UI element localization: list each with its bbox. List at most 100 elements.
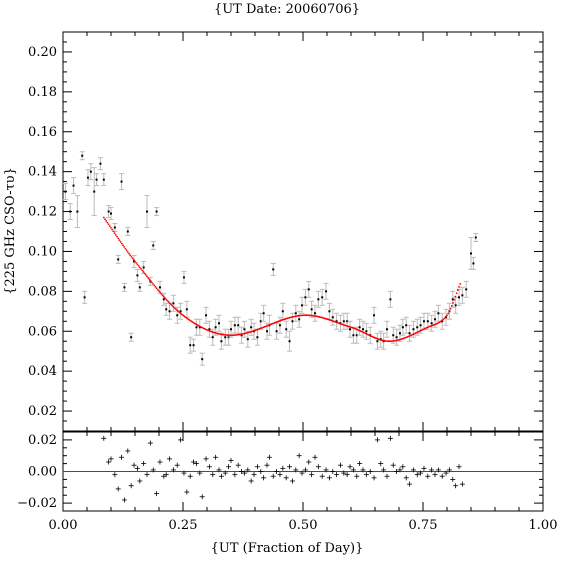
data-marker	[392, 334, 395, 337]
fit-dot	[174, 308, 177, 311]
residual-point	[108, 456, 114, 462]
fit-dot	[137, 264, 140, 267]
residual-point	[121, 497, 127, 503]
data-marker	[83, 296, 86, 299]
fit-dot	[125, 249, 128, 252]
data-point	[270, 262, 276, 276]
residual-point	[178, 437, 184, 443]
data-point	[206, 320, 212, 338]
data-marker	[214, 326, 217, 329]
data-point	[91, 167, 97, 217]
data-point	[235, 316, 241, 334]
fit-dot	[141, 269, 144, 272]
data-point	[82, 290, 88, 304]
fit-dot	[122, 244, 124, 247]
data-point	[199, 352, 205, 366]
residual-point	[323, 467, 329, 473]
data-point	[473, 232, 479, 242]
data-marker	[346, 320, 349, 323]
data-marker	[155, 210, 158, 213]
residual-point	[299, 470, 305, 476]
residual-point	[347, 464, 353, 470]
residual-point	[360, 467, 366, 473]
residual-point	[191, 459, 197, 465]
data-marker	[472, 262, 475, 265]
data-marker	[342, 320, 345, 323]
residual-point	[387, 435, 393, 441]
data-point	[357, 318, 363, 336]
data-marker	[211, 336, 214, 339]
residual-point	[235, 462, 241, 468]
data-point	[191, 338, 197, 352]
data-point	[360, 320, 366, 338]
data-point	[239, 326, 245, 344]
residual-point	[435, 467, 441, 473]
fit-dot	[130, 255, 133, 258]
residual-point	[306, 459, 312, 465]
data-point	[232, 316, 238, 334]
fit-dot	[131, 257, 134, 260]
data-point	[178, 302, 184, 320]
fit-dot	[448, 310, 451, 313]
residual-point	[283, 475, 289, 481]
residual-point	[319, 473, 325, 479]
data-marker	[294, 312, 297, 315]
residual-point	[357, 461, 363, 467]
fit-dot	[173, 307, 176, 309]
residual-y-tick-label: −0.02	[17, 496, 57, 511]
data-marker	[192, 344, 195, 347]
fit-dot	[166, 299, 169, 302]
residual-point	[210, 472, 216, 478]
residual-point	[254, 464, 260, 470]
data-marker	[93, 190, 96, 193]
data-marker	[291, 320, 294, 323]
data-marker	[474, 236, 477, 239]
data-marker	[434, 318, 436, 321]
residual-point	[222, 470, 228, 476]
data-point	[470, 256, 476, 270]
data-point	[97, 157, 103, 171]
residual-point	[287, 464, 293, 470]
data-marker	[328, 310, 331, 313]
data-point	[79, 151, 85, 161]
residual-point	[147, 440, 153, 446]
data-marker	[99, 162, 102, 165]
data-marker	[465, 288, 468, 291]
data-marker	[256, 336, 259, 339]
residual-point	[206, 464, 212, 470]
fit-dot	[106, 221, 109, 224]
fit-dot	[170, 303, 172, 306]
data-marker	[250, 326, 253, 329]
data-marker	[243, 328, 246, 331]
data-point	[74, 195, 80, 229]
fit-dot	[111, 228, 114, 231]
fit-dot	[144, 274, 147, 276]
fit-dot	[444, 315, 447, 318]
residual-point	[181, 470, 187, 476]
data-marker	[321, 296, 324, 299]
data-point	[459, 286, 465, 304]
data-marker	[185, 308, 188, 311]
residual-point	[106, 459, 112, 465]
data-marker	[246, 338, 249, 341]
data-marker	[412, 328, 415, 331]
data-marker	[158, 286, 161, 289]
fit-dot	[135, 262, 138, 264]
data-point	[363, 322, 369, 340]
residual-point	[425, 473, 431, 479]
data-marker	[395, 336, 398, 339]
residual-point	[315, 464, 321, 470]
fit-dot	[150, 281, 153, 284]
data-point	[218, 332, 224, 350]
data-point	[101, 173, 107, 187]
data-marker	[266, 330, 268, 333]
residual-y-tick-label: 0.00	[28, 465, 57, 480]
x-tick-label: 0.00	[49, 518, 78, 533]
data-point	[222, 328, 228, 346]
y-tick-label: 0.18	[28, 85, 57, 100]
fit-dot	[140, 268, 142, 270]
fit-dot	[132, 259, 135, 261]
data-marker	[389, 298, 392, 301]
